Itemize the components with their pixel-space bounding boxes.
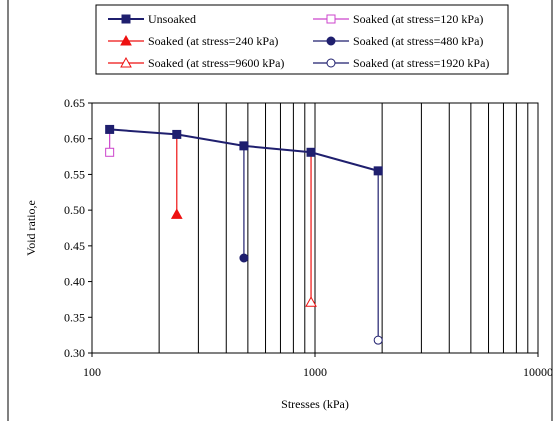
legend-item: Soaked (at stress=9600 kPa) xyxy=(108,56,284,70)
data-point xyxy=(105,124,115,134)
legend: Unsoaked Soaked (at stress=120 kPa) Soaked… xyxy=(108,12,489,70)
series-soaked-at-stress-9600-kpa xyxy=(305,152,317,307)
legend-box xyxy=(95,4,509,75)
legend-label: Soaked (at stress=1920 kPa) xyxy=(353,56,489,70)
series-soaked-at-stress-240-kpa xyxy=(170,134,183,219)
data-point xyxy=(121,14,131,24)
data-point xyxy=(105,147,115,157)
series xyxy=(105,124,383,345)
y-tick-label: 0.45 xyxy=(64,239,85,253)
y-axis-label: Void ratio,e xyxy=(24,200,38,256)
legend-label: Soaked (at stress=120 kPa) xyxy=(353,12,483,26)
series-soaked-at-stress-1920-kpa xyxy=(373,170,383,345)
legend-item: Unsoaked xyxy=(108,12,196,26)
data-point xyxy=(373,335,383,345)
data-point xyxy=(305,296,317,307)
legend-item: Soaked (at stress=480 kPa) xyxy=(313,34,483,48)
y-tick-label: 0.60 xyxy=(64,132,85,146)
y-tick-label: 0.30 xyxy=(64,346,85,360)
y-tick-label: 0.55 xyxy=(64,167,85,181)
x-tick-label: 100 xyxy=(83,365,101,379)
y-tick-label: 0.40 xyxy=(64,275,85,289)
data-point xyxy=(120,34,132,46)
y-tick-label: 0.65 xyxy=(64,96,85,110)
data-point xyxy=(172,129,182,139)
data-point xyxy=(373,166,383,176)
data-point xyxy=(170,208,183,219)
series-unsoaked xyxy=(105,124,383,176)
data-point xyxy=(326,58,336,68)
data-point xyxy=(239,141,249,151)
x-tick-label: 10000 xyxy=(523,365,553,379)
data-point xyxy=(239,253,249,263)
legend-label: Soaked (at stress=9600 kPa) xyxy=(148,56,284,70)
y-tick-label: 0.50 xyxy=(64,203,85,217)
x-tick-label: 1000 xyxy=(303,365,327,379)
series-soaked-at-stress-480-kpa xyxy=(239,145,249,263)
legend-item: Soaked (at stress=240 kPa) xyxy=(108,34,278,48)
x-axis-label: Stresses (kPa) xyxy=(281,397,349,411)
legend-label: Soaked (at stress=480 kPa) xyxy=(353,34,483,48)
data-point xyxy=(326,14,336,24)
data-point xyxy=(120,56,132,68)
grid xyxy=(158,103,529,353)
y-tick-label: 0.35 xyxy=(64,310,85,324)
data-point xyxy=(306,147,316,157)
axes: 0.30 0.35 0.40 0.45 0.50 0.55 0.60 0.65 100 1000 1… xyxy=(64,96,553,379)
legend-item: Soaked (at stress=1920 kPa) xyxy=(313,56,489,70)
legend-item: Soaked (at stress=120 kPa) xyxy=(313,12,483,26)
legend-label: Unsoaked xyxy=(148,12,196,26)
data-point xyxy=(326,36,336,46)
legend-label: Soaked (at stress=240 kPa) xyxy=(148,34,278,48)
